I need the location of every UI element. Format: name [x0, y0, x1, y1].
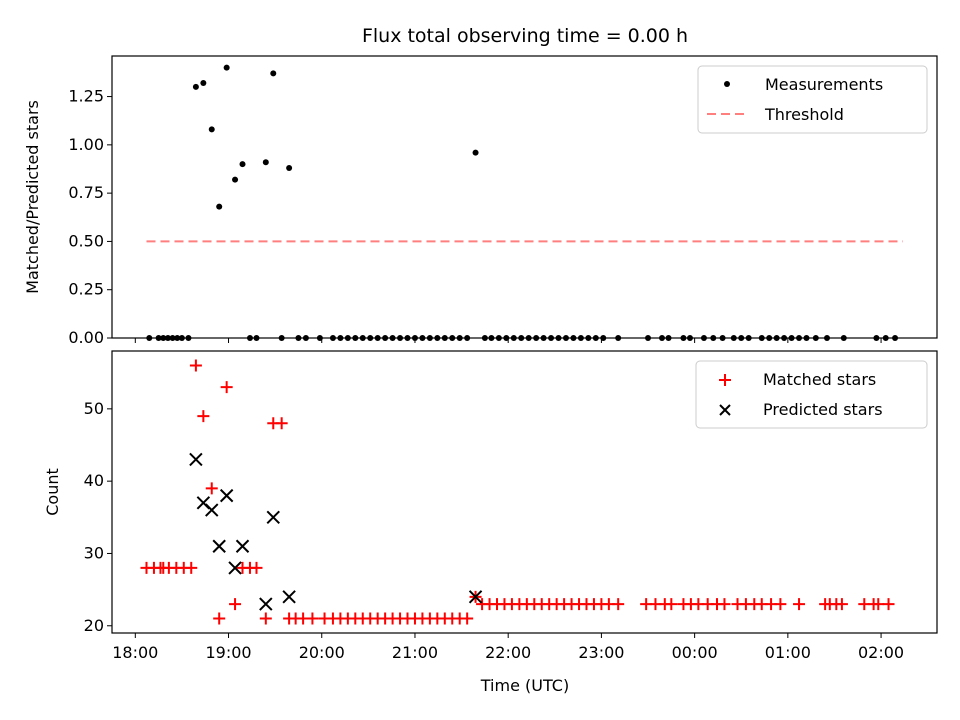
predicted-stars-point	[219, 488, 234, 503]
legend-label-predicted-stars: Predicted stars	[763, 400, 883, 419]
matched-stars-point	[718, 598, 731, 611]
bottom-x-tick-label: 01:00	[765, 643, 811, 662]
predicted-stars-point	[228, 561, 242, 575]
bottom-x-tick-label: 22:00	[485, 643, 531, 662]
top-legend: Measurements Threshold	[697, 65, 928, 134]
measurements-point	[208, 126, 215, 133]
measurements-point	[270, 70, 277, 77]
predicted-stars-point	[212, 539, 226, 553]
matched-stars-point	[185, 561, 198, 574]
top-y-axis-label: Matched/Predicted stars	[23, 100, 42, 294]
bottom-x-tick-label: 20:00	[299, 643, 345, 662]
measurements-point	[286, 165, 293, 172]
matched-stars-point	[275, 417, 288, 430]
bottom-y-axis-label: Count	[43, 468, 62, 516]
top-y-tick-label: 0.50	[68, 231, 104, 250]
top-legend-box	[697, 65, 928, 134]
bottom-x-tick-label: 21:00	[392, 643, 438, 662]
predicted-stars-point	[205, 503, 219, 517]
top-y-tick-label: 1.25	[68, 87, 104, 106]
top-panel: 0.00 0.25 0.50 0.75 1.00 1.25 Matched/Predict…	[23, 55, 938, 347]
bottom-y-tick-label: 20	[84, 616, 104, 635]
predicted-stars-point	[468, 590, 483, 604]
matched-stars-point	[665, 598, 678, 611]
predicted-stars-point	[189, 452, 203, 467]
legend-marker-measurements	[724, 81, 730, 87]
matched-stars-point	[220, 381, 233, 394]
matched-stars-point	[882, 598, 895, 611]
matched-stars-point	[306, 612, 319, 625]
matched-stars-point	[205, 482, 218, 495]
chart-title: Flux total observing time = 0.00 h	[362, 25, 688, 47]
measurements-point	[239, 161, 246, 168]
matched-stars-point	[213, 612, 226, 625]
matched-stars-point	[197, 410, 210, 423]
x-axis-label: Time (UTC)	[480, 676, 569, 695]
matched-stars-point	[872, 598, 885, 611]
measurements-point	[472, 149, 479, 156]
bottom-x-tick-label: 23:00	[578, 643, 624, 662]
matched-stars-point	[259, 612, 272, 625]
bottom-panel: 20 30 40 50 18:00 19:00 20:00 21:00 22:00 23:00 0…	[43, 350, 938, 695]
measurements-point	[223, 64, 230, 71]
bottom-legend-box	[695, 360, 928, 429]
bottom-axes-frame	[111, 350, 938, 634]
top-y-tick-label: 0.25	[68, 280, 104, 299]
measurements-point	[192, 83, 199, 90]
legend-label-matched-stars: Matched stars	[763, 370, 876, 389]
top-y-tick-label: 1.00	[68, 135, 104, 154]
predicted-stars-point	[282, 590, 296, 604]
measurements-point	[200, 80, 207, 87]
matched-stars-point	[461, 612, 474, 625]
legend-marker-predicted-stars	[719, 404, 731, 416]
predicted-stars-point	[235, 539, 250, 553]
top-y-tick-label: 0.75	[68, 183, 104, 202]
measurements-point	[232, 176, 239, 183]
predicted-stars-point	[266, 510, 280, 525]
matched-stars-point	[612, 598, 625, 611]
bottom-y-tick-label: 50	[84, 399, 104, 418]
matched-stars-point	[250, 561, 263, 574]
bottom-legend: Matched stars Predicted stars	[695, 360, 928, 429]
bottom-y-tick-label: 40	[84, 471, 104, 490]
top-y-tick-label: 0.00	[68, 328, 104, 347]
bottom-x-tick-label: 19:00	[205, 643, 251, 662]
legend-label-measurements: Measurements	[765, 75, 883, 94]
bottom-x-tick-label: 02:00	[858, 643, 904, 662]
measurements-point	[216, 203, 223, 210]
bottom-y-tick-label: 30	[84, 543, 104, 562]
matched-stars-point	[793, 598, 806, 611]
bottom-x-tick-label: 18:00	[112, 643, 158, 662]
measurements-point	[262, 159, 269, 166]
top-axes-frame	[111, 55, 938, 339]
matched-stars-point	[189, 359, 202, 372]
bottom-x-tick-label: 00:00	[672, 643, 718, 662]
legend-marker-matched-stars	[719, 374, 731, 386]
matched-stars-point	[835, 598, 848, 611]
legend-label-threshold: Threshold	[764, 105, 844, 124]
matched-stars-point	[774, 598, 787, 611]
matched-stars-point	[229, 598, 242, 611]
predicted-stars-point	[259, 597, 273, 611]
